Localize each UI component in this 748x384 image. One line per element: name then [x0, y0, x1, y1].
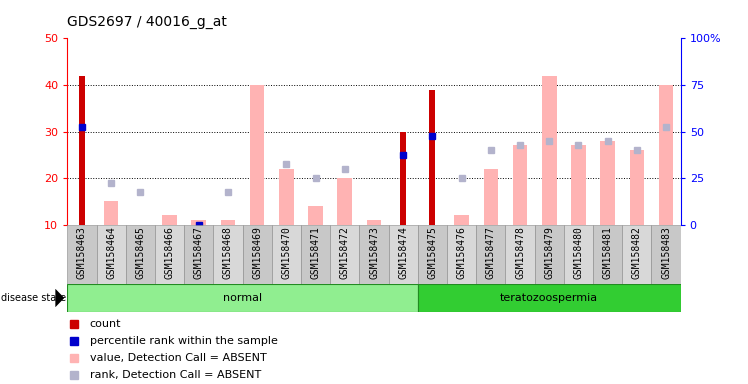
Text: GSM158465: GSM158465 [135, 227, 145, 279]
Bar [593, 225, 622, 284]
Bar [652, 225, 681, 284]
Bar [330, 225, 359, 284]
Bar [184, 225, 213, 284]
Text: normal: normal [223, 293, 262, 303]
Text: GSM158480: GSM158480 [574, 227, 583, 279]
Bar [301, 225, 330, 284]
Text: GSM158463: GSM158463 [77, 227, 87, 279]
Bar [155, 225, 184, 284]
Text: GSM158478: GSM158478 [515, 227, 525, 279]
Bar [659, 85, 673, 225]
Bar [79, 76, 85, 225]
Text: GSM158473: GSM158473 [369, 227, 379, 279]
Bar [429, 89, 435, 225]
Bar [67, 284, 418, 312]
Text: GSM158469: GSM158469 [252, 227, 262, 279]
Bar [630, 150, 644, 225]
Bar [213, 225, 242, 284]
Bar [400, 131, 406, 225]
Text: GSM158470: GSM158470 [281, 227, 292, 279]
Bar [337, 178, 352, 225]
Bar [418, 284, 681, 312]
Text: GDS2697 / 40016_g_at: GDS2697 / 40016_g_at [67, 15, 227, 29]
Bar [622, 225, 652, 284]
Text: teratozoospermia: teratozoospermia [500, 293, 598, 303]
Text: GSM158476: GSM158476 [456, 227, 467, 279]
Bar [506, 225, 535, 284]
Bar [359, 225, 389, 284]
Text: GSM158474: GSM158474 [398, 227, 408, 279]
Polygon shape [55, 289, 64, 307]
Text: value, Detection Call = ABSENT: value, Detection Call = ABSENT [90, 353, 266, 363]
Text: GSM158464: GSM158464 [106, 227, 116, 279]
Bar [483, 169, 498, 225]
Bar [601, 141, 615, 225]
Bar [250, 85, 265, 225]
Text: count: count [90, 319, 121, 329]
Bar [476, 225, 506, 284]
Bar [535, 225, 564, 284]
Text: GSM158467: GSM158467 [194, 227, 203, 279]
Bar [191, 220, 206, 225]
Text: rank, Detection Call = ABSENT: rank, Detection Call = ABSENT [90, 371, 261, 381]
Bar [308, 206, 323, 225]
Bar [542, 76, 557, 225]
Text: disease state: disease state [1, 293, 67, 303]
Bar [126, 225, 155, 284]
Text: GSM158472: GSM158472 [340, 227, 350, 279]
Bar [279, 169, 294, 225]
Text: percentile rank within the sample: percentile rank within the sample [90, 336, 278, 346]
Text: GSM158468: GSM158468 [223, 227, 233, 279]
Bar [96, 225, 126, 284]
Bar [242, 225, 272, 284]
Bar [454, 215, 469, 225]
Bar [418, 225, 447, 284]
Text: GSM158483: GSM158483 [661, 227, 671, 279]
Bar [272, 225, 301, 284]
Text: GSM158475: GSM158475 [427, 227, 438, 279]
Bar [512, 146, 527, 225]
Bar [162, 215, 177, 225]
Text: GSM158479: GSM158479 [545, 227, 554, 279]
Bar [67, 225, 96, 284]
Text: GSM158471: GSM158471 [310, 227, 321, 279]
Bar [221, 220, 236, 225]
Bar [389, 225, 418, 284]
Text: GSM158477: GSM158477 [486, 227, 496, 279]
Bar [104, 201, 118, 225]
Bar [367, 220, 381, 225]
Bar [571, 146, 586, 225]
Text: GSM158481: GSM158481 [603, 227, 613, 279]
Text: GSM158466: GSM158466 [165, 227, 174, 279]
Bar [564, 225, 593, 284]
Bar [447, 225, 476, 284]
Text: GSM158482: GSM158482 [632, 227, 642, 279]
